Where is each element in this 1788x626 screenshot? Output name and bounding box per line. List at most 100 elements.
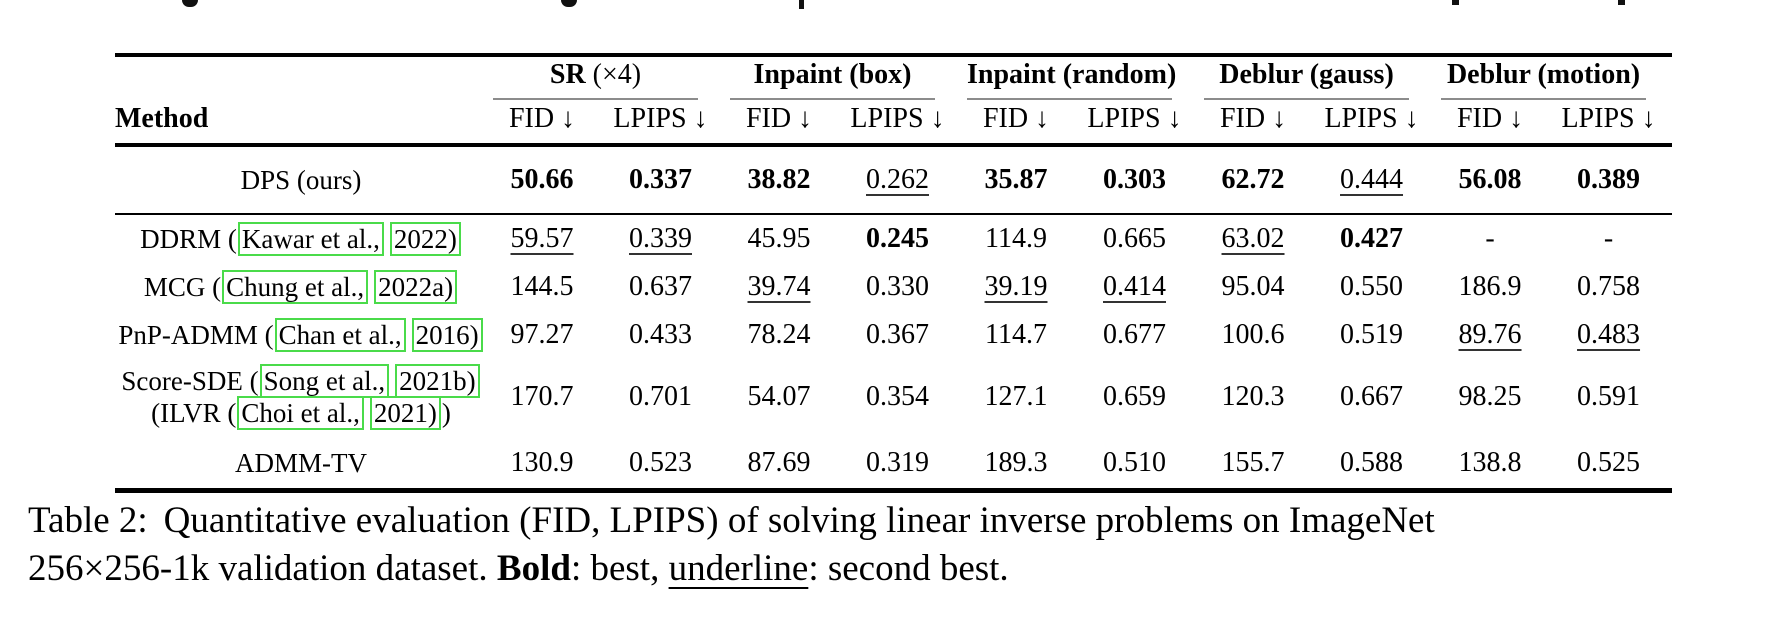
metric-cell: 0.337 — [597, 145, 724, 215]
metric-cell: 39.74 — [747, 271, 811, 302]
metric-cell: 0.665 — [1103, 223, 1166, 254]
caption-underline-word: underline — [668, 548, 809, 589]
clipped-text-fragment — [799, 0, 804, 9]
metric-cell: 0.367 — [866, 319, 929, 350]
method-cell: PnP-ADMM (Chan et al., 2016) — [115, 311, 487, 359]
group-label: Inpaint (random) — [967, 59, 1177, 90]
metric-cell: 130.9 — [510, 447, 574, 478]
metric-header-lpips: LPIPS ↓ — [1308, 100, 1436, 147]
method-cell: Score-SDE (Song et al., 2021b) (ILVR (Cho… — [115, 359, 487, 435]
metric-cell: 170.7 — [510, 381, 574, 412]
metric-cell: 97.27 — [510, 319, 574, 350]
metric-cell: 0.262 — [834, 145, 961, 215]
table-caption: Table 2: Quantitative evaluation (FID, LP… — [28, 497, 1776, 593]
metric-cell: 0.637 — [629, 271, 692, 302]
citation-link[interactable]: Chung et al., — [222, 270, 369, 304]
metric-cell: 189.3 — [984, 447, 1048, 478]
metric-header-lpips: LPIPS ↓ — [1071, 100, 1199, 147]
method-name: (ILVR ( — [151, 398, 237, 428]
clipped-text-fragment — [561, 0, 577, 7]
metric-cell: 0.245 — [866, 223, 929, 254]
citation-link[interactable]: Kawar et al., — [237, 222, 384, 256]
metric-cell: 186.9 — [1458, 271, 1522, 302]
metric-header-fid: FID ↓ — [961, 100, 1071, 147]
group-label: Inpaint (box) — [753, 59, 912, 90]
metric-cell: 0.758 — [1577, 271, 1641, 302]
metric-cell: 0.677 — [1103, 319, 1166, 350]
column-group-header-deblur-motion: Deblur (motion) — [1435, 55, 1672, 100]
clipped-text-fragment — [1618, 0, 1625, 5]
metric-cell: 35.87 — [961, 145, 1071, 215]
method-name: ADMM-TV — [235, 448, 367, 478]
method-name: PnP-ADMM ( — [118, 320, 274, 350]
metric-cell: - — [1603, 223, 1614, 254]
metric-cell: 120.3 — [1221, 381, 1285, 412]
metric-cell: 138.8 — [1458, 447, 1522, 478]
caption-label: Table 2: — [28, 500, 148, 541]
metric-cell: 78.24 — [747, 319, 811, 350]
metric-header-lpips: LPIPS ↓ — [1545, 100, 1673, 147]
table-row-ddrm: DDRM (Kawar et al., 2022) 59.57 0.339 45.… — [115, 214, 1672, 263]
caption-text: 256×256-1k validation dataset. — [28, 548, 497, 589]
group-label: SR — [549, 59, 586, 90]
metric-cell: 62.72 — [1198, 145, 1309, 215]
metric-cell: 0.550 — [1340, 271, 1404, 302]
column-group-header-inpaint-box: Inpaint (box) — [724, 55, 961, 100]
table-row-mcg: MCG (Chung et al., 2022a) 144.5 0.637 39.… — [115, 263, 1672, 311]
citation-link[interactable]: 2021) — [369, 396, 441, 430]
metric-cell: 39.19 — [984, 271, 1048, 302]
metric-header-lpips: LPIPS ↓ — [597, 100, 724, 147]
method-name: DDRM ( — [140, 224, 237, 254]
caption-bold-word: Bold — [496, 548, 571, 589]
metric-cell: 0.427 — [1340, 223, 1404, 254]
table-row-score-sde: Score-SDE (Song et al., 2021b) (ILVR (Cho… — [115, 359, 1672, 435]
method-name: DPS (ours) — [240, 165, 362, 195]
method-cell: MCG (Chung et al., 2022a) — [115, 263, 487, 311]
metric-header-fid: FID ↓ — [1198, 100, 1309, 147]
metric-cell: 0.523 — [629, 447, 692, 478]
metric-cell: 0.510 — [1103, 447, 1166, 478]
metric-cell: 38.82 — [724, 145, 834, 215]
metric-cell: 89.76 — [1458, 319, 1522, 350]
empty-header-cell — [115, 55, 487, 100]
metric-cell: 95.04 — [1221, 271, 1285, 302]
metric-cell: 0.444 — [1308, 145, 1436, 215]
method-cell: DPS (ours) — [115, 145, 487, 215]
metric-cell: 0.303 — [1071, 145, 1199, 215]
column-group-header-deblur-gauss: Deblur (gauss) — [1198, 55, 1435, 100]
metric-header-fid: FID ↓ — [1435, 100, 1546, 147]
clipped-text-fragment — [182, 0, 198, 7]
metric-cell: 0.414 — [1103, 271, 1166, 302]
metric-cell: 45.95 — [747, 223, 811, 254]
citation-link[interactable]: 2022) — [389, 222, 461, 256]
method-name: ) — [441, 398, 451, 428]
metric-cell: 98.25 — [1458, 381, 1522, 412]
metric-cell: 56.08 — [1435, 145, 1546, 215]
method-cell: DDRM (Kawar et al., 2022) — [115, 214, 487, 263]
metric-cell: - — [1485, 223, 1495, 254]
metric-cell: 50.66 — [487, 145, 597, 215]
metric-cell: 155.7 — [1221, 447, 1285, 478]
citation-link[interactable]: Choi et al., — [237, 396, 364, 430]
method-name: MCG ( — [143, 272, 222, 302]
column-group-header-inpaint-random: Inpaint (random) — [961, 55, 1198, 100]
citation-link[interactable]: 2022a) — [374, 270, 458, 304]
metric-cell: 0.659 — [1103, 381, 1166, 412]
citation-link[interactable]: Song et al., — [259, 364, 390, 398]
citation-link[interactable]: 2016) — [411, 318, 483, 352]
citation-link[interactable]: Chan et al., — [274, 318, 406, 352]
table-row-admm-tv: ADMM-TV 130.9 0.523 87.69 0.319 189.3 0.… — [115, 435, 1672, 491]
citation-link[interactable]: 2021b) — [395, 364, 480, 398]
metric-cell: 0.483 — [1577, 319, 1641, 350]
caption-text: : second best. — [808, 548, 1009, 589]
metric-cell: 0.588 — [1340, 447, 1404, 478]
metric-header-fid: FID ↓ — [487, 100, 597, 147]
group-label: Deblur (gauss) — [1219, 59, 1394, 90]
results-table-container: SR (×4) Inpaint (box) Inpaint (random) D… — [115, 53, 1673, 493]
method-cell: ADMM-TV — [115, 435, 487, 491]
method-header: Method — [115, 100, 487, 147]
metric-cell: 0.701 — [629, 381, 692, 412]
metric-cell: 0.339 — [629, 223, 692, 254]
column-group-header-sr: SR (×4) — [487, 55, 724, 100]
